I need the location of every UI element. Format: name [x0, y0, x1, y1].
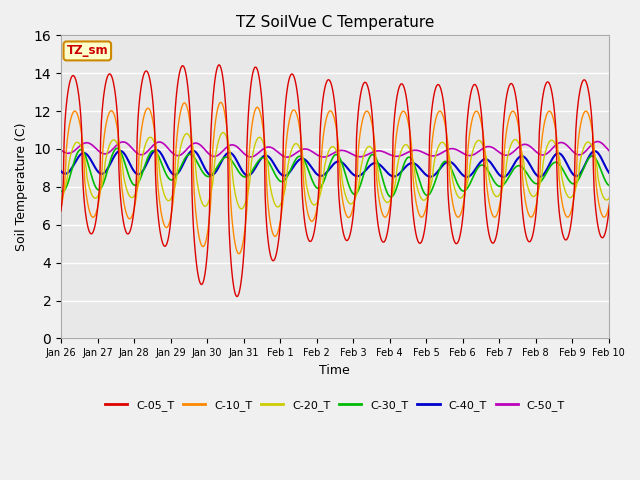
C-50_T — [57, 147, 65, 153]
C-30_T — [57, 188, 65, 194]
C-05_T — [233, 294, 241, 300]
C-40_T — [152, 147, 160, 153]
C-05_T — [125, 229, 133, 235]
Title: TZ SoilVue C Temperature: TZ SoilVue C Temperature — [236, 15, 434, 30]
C-40_T — [500, 174, 508, 180]
C-20_T — [415, 191, 423, 196]
C-20_T — [234, 201, 241, 206]
C-05_T — [57, 208, 65, 214]
C-30_T — [113, 145, 121, 151]
C-30_T — [415, 176, 423, 182]
C-10_T — [217, 99, 225, 105]
C-05_T — [415, 240, 423, 246]
Line: C-40_T: C-40_T — [61, 150, 640, 177]
C-20_T — [125, 193, 133, 199]
C-10_T — [264, 194, 271, 200]
C-50_T — [447, 146, 455, 152]
C-40_T — [414, 164, 422, 169]
C-05_T — [216, 62, 223, 68]
C-30_T — [127, 177, 134, 182]
C-30_T — [263, 156, 271, 162]
Line: C-20_T: C-20_T — [61, 132, 640, 209]
C-10_T — [125, 216, 133, 222]
C-40_T — [447, 159, 455, 165]
C-30_T — [387, 194, 395, 200]
C-20_T — [220, 130, 227, 135]
Line: C-30_T: C-30_T — [61, 148, 640, 197]
C-05_T — [264, 231, 271, 237]
C-40_T — [285, 170, 292, 176]
C-10_T — [448, 194, 456, 200]
C-50_T — [414, 148, 422, 154]
Text: TZ_sm: TZ_sm — [67, 45, 108, 58]
C-10_T — [57, 205, 65, 211]
C-50_T — [594, 139, 602, 144]
Legend: C-05_T, C-10_T, C-20_T, C-30_T, C-40_T, C-50_T: C-05_T, C-10_T, C-20_T, C-30_T, C-40_T, … — [100, 396, 570, 415]
C-10_T — [415, 211, 423, 216]
C-20_T — [237, 206, 245, 212]
Line: C-10_T: C-10_T — [61, 102, 640, 254]
C-50_T — [125, 143, 133, 148]
C-05_T — [448, 228, 456, 233]
Line: C-05_T: C-05_T — [61, 65, 640, 297]
C-30_T — [448, 167, 456, 172]
C-10_T — [236, 251, 243, 257]
C-20_T — [264, 158, 271, 164]
Line: C-50_T: C-50_T — [61, 142, 640, 157]
Y-axis label: Soil Temperature (C): Soil Temperature (C) — [15, 122, 28, 251]
C-10_T — [285, 117, 293, 123]
C-50_T — [262, 144, 269, 150]
C-30_T — [234, 167, 241, 173]
C-05_T — [285, 75, 293, 81]
C-40_T — [125, 160, 133, 166]
C-50_T — [284, 154, 291, 160]
C-05_T — [235, 292, 243, 298]
C-20_T — [57, 196, 65, 202]
C-50_T — [233, 144, 241, 150]
C-40_T — [234, 160, 241, 166]
C-40_T — [263, 153, 271, 158]
C-40_T — [57, 168, 65, 174]
C-10_T — [234, 250, 241, 256]
C-20_T — [448, 171, 456, 177]
C-50_T — [285, 154, 292, 160]
X-axis label: Time: Time — [319, 364, 350, 377]
C-20_T — [285, 155, 293, 160]
C-30_T — [285, 171, 292, 177]
